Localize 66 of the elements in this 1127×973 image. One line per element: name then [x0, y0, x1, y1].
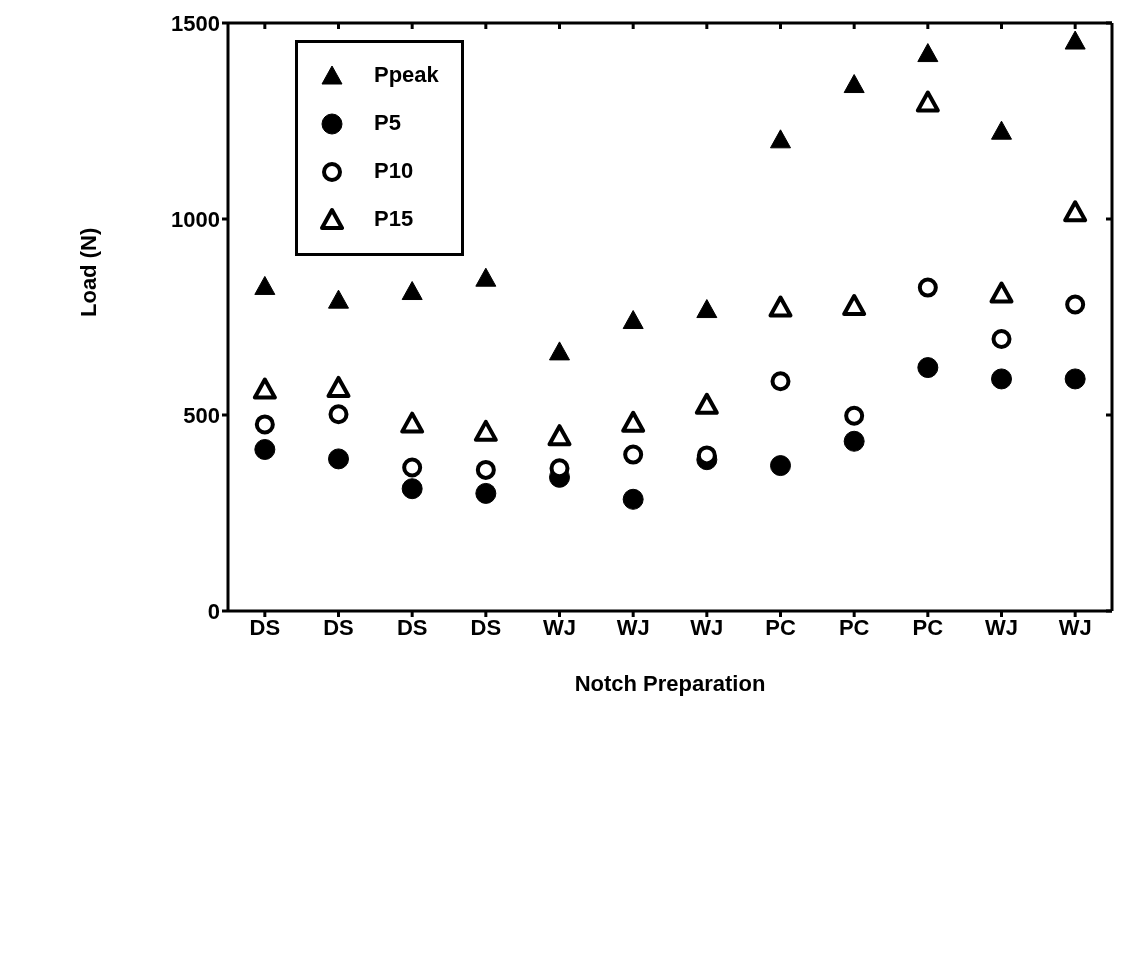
point [696, 299, 718, 319]
point [254, 414, 275, 435]
point [254, 275, 276, 295]
point [328, 404, 349, 425]
point [991, 368, 1012, 390]
point [991, 328, 1012, 349]
point [1064, 30, 1086, 50]
legend-label: P5 [374, 110, 401, 136]
point [842, 294, 867, 317]
point [989, 281, 1014, 304]
point [622, 310, 644, 330]
point [473, 419, 498, 442]
point [1065, 294, 1086, 315]
x-tick-label: PC [912, 614, 944, 640]
x-tick-label: WJ [985, 614, 1018, 640]
x-tick-label: WJ [616, 614, 650, 640]
x-tick-label: DS [323, 614, 354, 640]
point [621, 410, 646, 433]
x-tick-label: DS [470, 614, 502, 640]
x-tick-label: WJ [543, 614, 576, 640]
point [1064, 368, 1086, 390]
point [475, 459, 496, 480]
x-tick-label: DS [396, 614, 428, 640]
x-axis-title: Notch Preparation [574, 671, 766, 696]
y-tick-label: 500 [183, 402, 220, 428]
point [768, 295, 793, 318]
point [915, 90, 940, 113]
point [917, 357, 939, 379]
x-tick-label: WJ [1058, 614, 1092, 640]
point [770, 129, 791, 149]
point [475, 267, 497, 287]
point [401, 281, 423, 301]
point [547, 424, 572, 447]
point [843, 430, 865, 452]
point [770, 455, 791, 477]
legend-label: P15 [374, 206, 414, 232]
x-tick-label: PC [765, 614, 796, 640]
y-tick-label: 1500 [171, 10, 220, 36]
legend-label: Ppeak [374, 62, 439, 88]
point [401, 478, 423, 500]
y-tick-label: 0 [207, 598, 220, 624]
y-axis-title: Load (N) [75, 227, 101, 317]
point [254, 439, 276, 460]
point [400, 411, 425, 434]
point [402, 457, 423, 478]
x-tick-label: WJ [690, 614, 724, 640]
y-tick-label: 1000 [171, 206, 220, 232]
point [917, 277, 938, 298]
point [328, 448, 349, 470]
point [694, 392, 719, 415]
point [623, 444, 644, 465]
legend-label: P10 [374, 158, 414, 184]
point [770, 371, 791, 392]
point [622, 488, 644, 510]
point [991, 120, 1012, 140]
point [843, 74, 865, 94]
x-tick-label: PC [838, 614, 870, 640]
point [917, 43, 939, 63]
point [328, 289, 349, 309]
point [475, 482, 497, 504]
x-tick-label: DS [249, 614, 281, 640]
point [252, 377, 277, 400]
point [549, 341, 570, 361]
point [326, 375, 351, 398]
point [1063, 200, 1088, 223]
point [844, 405, 865, 426]
